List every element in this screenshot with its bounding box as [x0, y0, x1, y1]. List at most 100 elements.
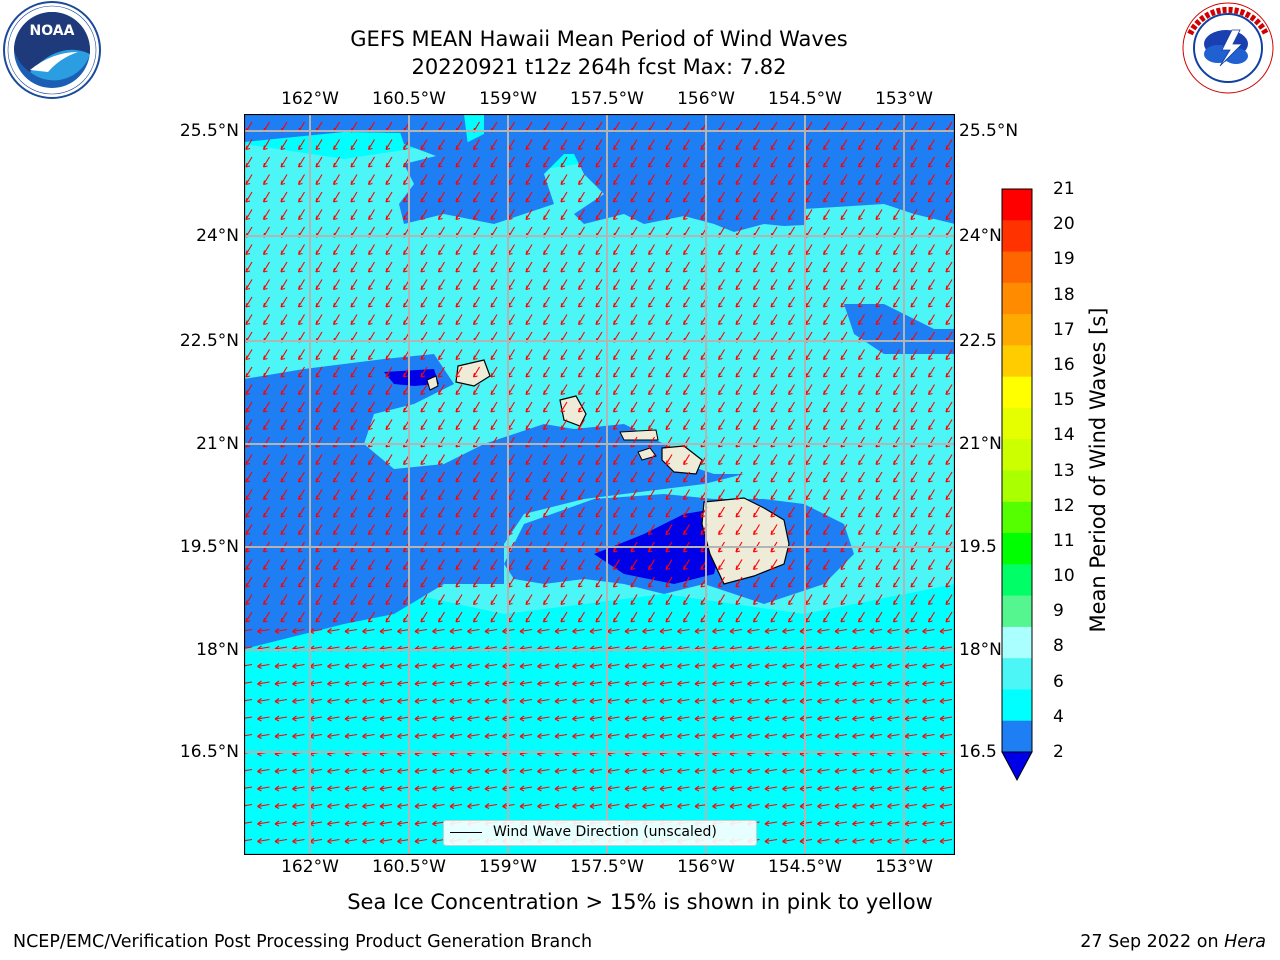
wind-wave-arrow: [432, 786, 445, 790]
wind-wave-arrow: [852, 821, 865, 825]
wind-wave-arrowhead: [787, 477, 793, 483]
wind-wave-arrowhead: [945, 600, 951, 606]
wind-wave-arrow: [578, 279, 585, 290]
wind-wave-arrow: [449, 803, 463, 808]
wind-wave-arrowhead: [857, 267, 863, 273]
wind-wave-arrow: [385, 139, 393, 150]
wind-wave-arrowhead: [262, 425, 268, 431]
wind-wave-arrowhead: [647, 250, 653, 256]
wind-wave-arrow: [753, 524, 760, 535]
wind-wave-arrow: [519, 733, 533, 738]
wind-wave-arrowhead: [682, 425, 688, 431]
wind-wave-arrow: [788, 401, 795, 413]
wind-wave-arrow: [607, 786, 620, 790]
wind-wave-arrow: [893, 191, 900, 203]
lat-label-right: 19.5: [959, 537, 997, 557]
wind-wave-arrowhead: [729, 733, 735, 739]
wind-wave-arrow: [350, 209, 358, 220]
wind-wave-arrow: [718, 156, 725, 168]
wind-wave-arrowhead: [945, 250, 951, 256]
wind-wave-arrow: [385, 401, 393, 413]
wind-wave-arrowhead: [729, 698, 735, 704]
wind-wave-arrow: [385, 576, 393, 588]
wind-wave-arrowhead: [805, 477, 811, 483]
wind-wave-arrow: [823, 139, 830, 150]
wind-wave-arrowhead: [630, 285, 636, 291]
wind-wave-arrow: [642, 681, 655, 685]
wind-wave-arrow: [823, 191, 830, 203]
wind-wave-arrowhead: [525, 145, 531, 151]
map-panel[interactable]: [244, 114, 955, 855]
wind-wave-arrow: [560, 244, 568, 255]
wind-wave-arrow: [333, 506, 340, 518]
wind-wave-arrowhead: [665, 477, 671, 483]
wind-wave-arrowhead: [665, 250, 671, 256]
wind-wave-arrowhead: [694, 628, 700, 634]
wind-wave-arrow: [385, 191, 393, 203]
wind-wave-arrow: [753, 611, 760, 623]
wind-wave-arrowhead: [472, 180, 478, 186]
wind-wave-arrow: [823, 454, 830, 465]
wind-wave-arrow: [770, 401, 778, 413]
wind-wave-arrow: [473, 139, 480, 150]
wind-wave-arrowhead: [904, 785, 910, 792]
wind-wave-arrowhead: [927, 372, 933, 378]
wind-wave-arrow: [928, 524, 935, 535]
wind-wave-arrowhead: [840, 285, 846, 291]
wind-wave-arrowhead: [280, 197, 286, 203]
wind-wave-arrowhead: [782, 698, 787, 704]
wind-wave-arrowhead: [402, 215, 408, 221]
wind-wave-arrow: [298, 524, 305, 535]
wind-wave-arrowhead: [729, 715, 735, 722]
wind-wave-arrow: [910, 576, 918, 588]
wind-wave-arrowhead: [945, 180, 951, 186]
wind-wave-arrowhead: [922, 838, 927, 844]
wind-wave-arrow: [735, 261, 743, 273]
wind-wave-arrowhead: [519, 698, 525, 704]
wind-wave-arrowhead: [437, 530, 443, 536]
wind-wave-arrow: [368, 576, 375, 588]
wind-wave-arrowhead: [717, 267, 723, 273]
wind-wave-arrow: [770, 454, 778, 465]
wind-wave-arrow: [823, 611, 830, 623]
wind-wave-arrow: [648, 384, 655, 395]
wind-wave-arrow: [508, 349, 515, 360]
wind-wave-arrowhead: [379, 838, 385, 844]
wind-wave-arrowhead: [770, 355, 776, 361]
wind-wave-arrowhead: [735, 425, 741, 431]
wind-wave-arrowhead: [379, 698, 385, 704]
wind-wave-arrowhead: [822, 267, 828, 273]
wind-wave-arrowhead: [257, 820, 262, 827]
wind-wave-arrowhead: [922, 785, 927, 792]
wind-wave-arrowhead: [432, 698, 437, 704]
wind-wave-arrowhead: [887, 820, 892, 827]
wind-wave-arrow: [823, 209, 830, 220]
wind-wave-arrow: [333, 594, 340, 605]
wind-wave-arrow: [840, 454, 848, 465]
wind-wave-arrow: [298, 419, 305, 430]
wind-wave-arrow: [683, 471, 690, 483]
wind-wave-arrowhead: [332, 250, 338, 256]
wind-wave-arrowhead: [875, 145, 881, 151]
wind-wave-arrow: [414, 663, 428, 668]
wind-wave-arrow: [560, 471, 568, 483]
wind-wave-arrow: [490, 139, 498, 150]
wind-wave-arrow: [490, 524, 498, 535]
wind-wave-arrowhead: [747, 785, 752, 792]
wind-wave-arrow: [350, 436, 358, 448]
wind-wave-arrowhead: [560, 547, 566, 553]
wind-wave-arrowhead: [904, 803, 910, 809]
wind-wave-arrowhead: [787, 565, 793, 571]
wind-wave-arrow: [788, 244, 795, 255]
wind-wave-arrowhead: [770, 425, 776, 431]
wind-wave-arrow: [823, 366, 830, 378]
wind-wave-arrowhead: [869, 768, 875, 774]
wind-wave-arrow: [315, 156, 323, 168]
wind-wave-arrowhead: [647, 320, 653, 326]
wind-wave-arrow: [449, 698, 463, 703]
wind-wave-arrow: [298, 139, 305, 150]
wind-wave-arrowhead: [589, 663, 595, 669]
wind-wave-arrowhead: [922, 698, 927, 704]
wind-wave-arrowhead: [869, 680, 875, 687]
wind-wave-arrowhead: [385, 390, 391, 396]
